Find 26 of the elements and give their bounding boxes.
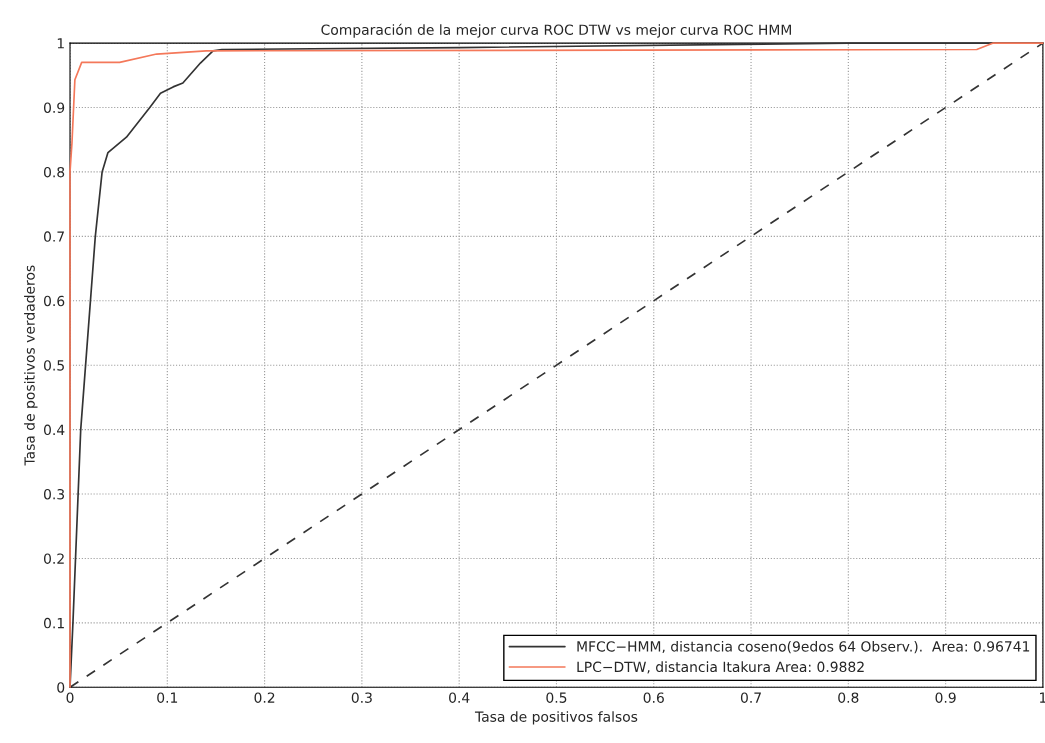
y-tick-label: 0.6	[43, 295, 65, 307]
y-axis-title: Tasa de positivos verdaderos	[24, 265, 38, 466]
x-tick-label: 0.9	[935, 692, 956, 703]
y-tick-label: 0.1	[43, 617, 64, 629]
x-axis-title: Tasa de positivos falsos	[474, 711, 638, 725]
legend-label: LPC−DTW, distancia Itakura Area: 0.9882	[577, 661, 864, 674]
x-tick-label: 0.8	[838, 692, 859, 703]
y-tick-label: 0.8	[43, 166, 65, 178]
y-tick-label: 0	[57, 682, 65, 693]
y-tick-label: 0.2	[43, 553, 64, 564]
x-tick-label: 0.2	[254, 692, 275, 703]
chart-title: Comparación de la mejor curva ROC DTW vs mejor curva ROC HMM	[321, 23, 791, 38]
y-tick-label: 0.7	[43, 231, 64, 242]
x-tick-label: 0	[66, 692, 74, 703]
y-tick-label: 0.3	[43, 488, 65, 500]
legend-label: MFCC−HMM, distancia coseno(9edos 64 Observ.). Area: 0.96741	[577, 640, 1030, 654]
y-tick-label: 1	[57, 38, 64, 49]
x-tick-label: 0.3	[351, 692, 372, 703]
x-tick-label: 0.4	[449, 692, 470, 703]
x-tick-label: 0.7	[740, 692, 761, 703]
x-tick-label: 0.6	[643, 692, 664, 703]
y-tick-label: 0.9	[43, 102, 65, 113]
x-tick-label: 0.5	[546, 692, 567, 703]
x-tick-label: 0.1	[157, 692, 178, 703]
y-tick-label: 0.4	[43, 424, 65, 436]
y-tick-label: 0.5	[43, 360, 64, 371]
